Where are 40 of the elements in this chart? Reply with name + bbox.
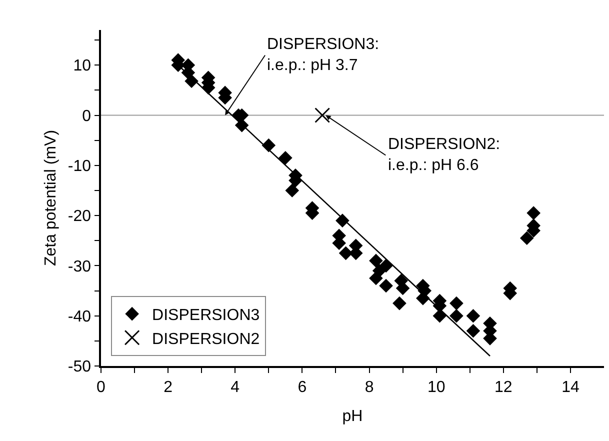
y-tick-label: -40 (68, 308, 92, 326)
x-tick-label: 4 (230, 378, 240, 396)
point (396, 282, 410, 295)
point (184, 74, 198, 88)
point (450, 296, 464, 310)
point (314, 108, 330, 123)
point (339, 246, 352, 260)
point (379, 279, 393, 292)
point (379, 259, 393, 272)
x-tick-label: 2 (164, 378, 173, 396)
y-tick-label: -10 (68, 158, 92, 175)
point (520, 232, 534, 245)
point (450, 309, 464, 322)
y-tick-label: 0 (82, 108, 92, 125)
x-tick-label: 8 (364, 378, 374, 396)
x-tick-label: 14 (562, 378, 580, 396)
annotation: DISPERSION3: i.e.p.: pH 3.7 (267, 36, 380, 74)
y-tick-label: -30 (68, 258, 92, 276)
legend-label: DISPERSION3 (152, 307, 260, 324)
point (286, 184, 299, 198)
point (278, 151, 292, 164)
point (526, 206, 540, 220)
point (369, 254, 383, 268)
x-tick-label: 6 (298, 378, 307, 396)
point (433, 309, 446, 322)
x-axis-title: pH (342, 408, 363, 426)
point (466, 324, 480, 338)
x-tick-label: 12 (494, 378, 512, 396)
point (369, 272, 383, 285)
y-axis-title: Zeta potential (mV) (42, 130, 60, 266)
x-tick-label: 0 (96, 378, 106, 396)
y-tick-label: 10 (73, 58, 92, 75)
point (392, 296, 406, 310)
y-tick-label: -50 (68, 358, 92, 376)
x-tick-label: 10 (427, 378, 446, 396)
y-tick-label: -20 (68, 208, 92, 226)
annotation: DISPERSION2: i.e.p.: pH 6.6 (388, 136, 500, 174)
point (416, 292, 430, 305)
legend-label: DISPERSION2 (152, 330, 260, 348)
point (466, 309, 480, 322)
